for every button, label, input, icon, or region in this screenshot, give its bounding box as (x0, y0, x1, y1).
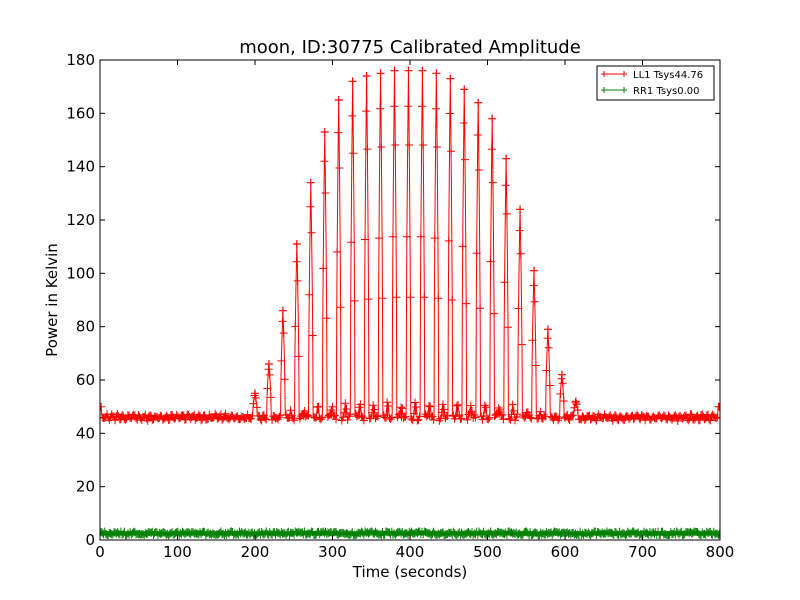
scan-peak-point (390, 66, 399, 75)
y-axis-label: Power in Kelvin (43, 243, 61, 357)
scan-peak-point (264, 360, 273, 368)
scan-peak-point (488, 114, 497, 123)
legend-label-rr1: RR1 Tsys0.00 (633, 86, 700, 97)
scan-peak-point (530, 266, 538, 275)
scan-peak-point (516, 205, 525, 214)
legend-marker-ll1 (601, 71, 627, 77)
series-layer (100, 66, 720, 540)
legend: LL1 Tsys44.76 RR1 Tsys0.00 (596, 65, 715, 101)
scan-peak-point (446, 74, 455, 83)
y-tick-label: 100 (66, 264, 95, 282)
scan-peak-point (251, 389, 259, 398)
scan-peak-point (571, 397, 580, 406)
scan-peak-point (320, 128, 329, 136)
x-tick-label: 200 (241, 543, 270, 561)
legend-marker-rr1 (601, 87, 627, 93)
scan-peak-point (474, 98, 483, 107)
x-axis-label: Time (seconds) (352, 563, 468, 581)
scan-peak-point (278, 306, 287, 315)
y-tick-label: 160 (66, 104, 95, 122)
scan-peak-point (306, 178, 315, 187)
y-tick-label: 20 (76, 478, 95, 496)
y-tick-label: 40 (76, 424, 95, 442)
scan-peak-point (543, 325, 552, 334)
scan-peak-point (418, 66, 427, 75)
scan-peak-point (502, 154, 511, 163)
scan-peak-point (557, 370, 566, 379)
y-tick-label: 80 (76, 318, 95, 336)
y-tick-label: 60 (76, 371, 95, 389)
scan-peak-point (460, 85, 469, 94)
scan-peak-point (348, 77, 357, 86)
x-tick-label: 0 (95, 543, 105, 561)
x-tick-label: 300 (318, 543, 347, 561)
scan-peak-point (362, 72, 371, 80)
x-tick-label: 100 (163, 543, 192, 561)
y-tick-label: 140 (66, 158, 95, 176)
legend-label-ll1: LL1 Tsys44.76 (633, 70, 703, 81)
y-tick-label: 0 (85, 531, 95, 549)
legend-box (596, 65, 715, 101)
x-tick-label: 700 (628, 543, 657, 561)
chart-title: moon, ID:30775 Calibrated Amplitude (239, 37, 581, 58)
scan-peak-point (334, 96, 343, 104)
scan-peak-point (432, 69, 441, 78)
scan-peak-point (376, 69, 385, 78)
x-tick-label: 500 (473, 543, 502, 561)
y-tick-label: 120 (66, 211, 95, 229)
series-markers-rr1 (100, 527, 720, 540)
scan-peak-point (292, 240, 301, 248)
x-tick-label: 800 (706, 543, 735, 561)
scan-peak-point (404, 66, 413, 75)
ticks-layer: 0 100 200 300 400 500 600 700 800 0 20 40 60 80 100 120… (66, 51, 734, 561)
series-markers-ll1 (100, 102, 720, 425)
x-tick-label: 400 (396, 543, 425, 561)
y-tick-label: 180 (66, 51, 95, 69)
x-tick-label: 600 (551, 543, 580, 561)
